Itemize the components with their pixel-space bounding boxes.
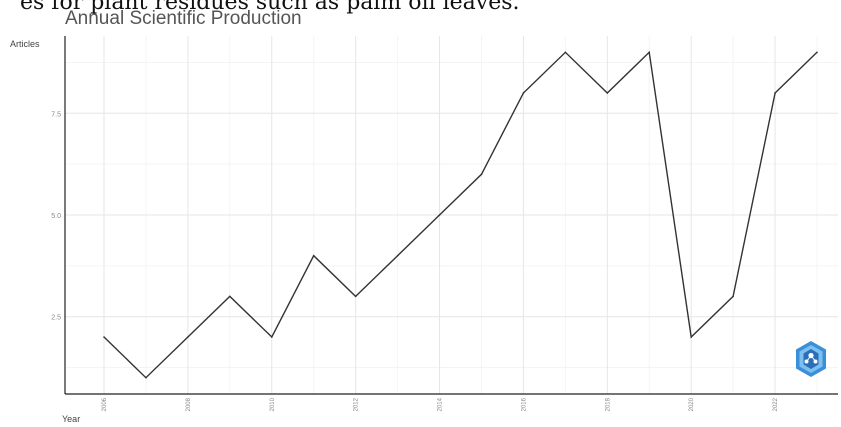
- series-articles: [103, 50, 818, 379]
- data-point: [732, 295, 734, 298]
- data-point: [270, 336, 273, 338]
- series-line: [103, 50, 818, 379]
- data-point: [480, 173, 483, 176]
- axes: [64, 36, 838, 395]
- data-point: [564, 51, 567, 54]
- y-tick-label: 7.5: [51, 111, 61, 118]
- y-tick-label: 5.0: [51, 213, 61, 220]
- bibliometrix-logo-icon: [796, 341, 826, 377]
- data-point: [690, 336, 692, 338]
- x-tick-label: 2014: [438, 397, 444, 411]
- document-text-fragment: es for plant residues such as palm oil l…: [20, 0, 520, 15]
- data-point: [774, 92, 776, 94]
- data-point: [816, 51, 818, 54]
- x-axis-label: Year: [62, 414, 81, 424]
- data-point: [522, 92, 525, 94]
- major-grid: [65, 36, 838, 394]
- x-tick-label: 2016: [521, 397, 527, 411]
- y-tick-labels: 2.5 5.0 7.5: [51, 111, 61, 321]
- x-tick-label: 2018: [605, 397, 611, 411]
- data-point: [354, 295, 357, 298]
- data-point: [606, 92, 609, 94]
- x-tick-label: 2006: [102, 397, 108, 411]
- chart-title: Annual Scientific Production: [65, 8, 302, 29]
- x-tick-labels: 2006 2008 2010 2012 2014 2016 2018 2020 2022: [102, 397, 779, 411]
- data-point: [648, 51, 651, 54]
- data-point: [103, 336, 105, 338]
- x-tick-label: 2008: [186, 397, 192, 411]
- data-point: [145, 376, 147, 379]
- x-tick-label: 2020: [689, 397, 695, 411]
- data-point: [312, 254, 315, 257]
- y-tick-label: 2.5: [51, 315, 61, 322]
- x-tick-label: 2012: [354, 397, 360, 411]
- x-tick-label: 2022: [773, 397, 779, 411]
- data-point: [187, 336, 189, 338]
- y-axis-label: Articles: [10, 39, 40, 49]
- x-tick-label: 2010: [270, 397, 276, 411]
- data-point: [438, 214, 441, 216]
- data-point: [229, 295, 231, 298]
- data-point: [396, 254, 399, 257]
